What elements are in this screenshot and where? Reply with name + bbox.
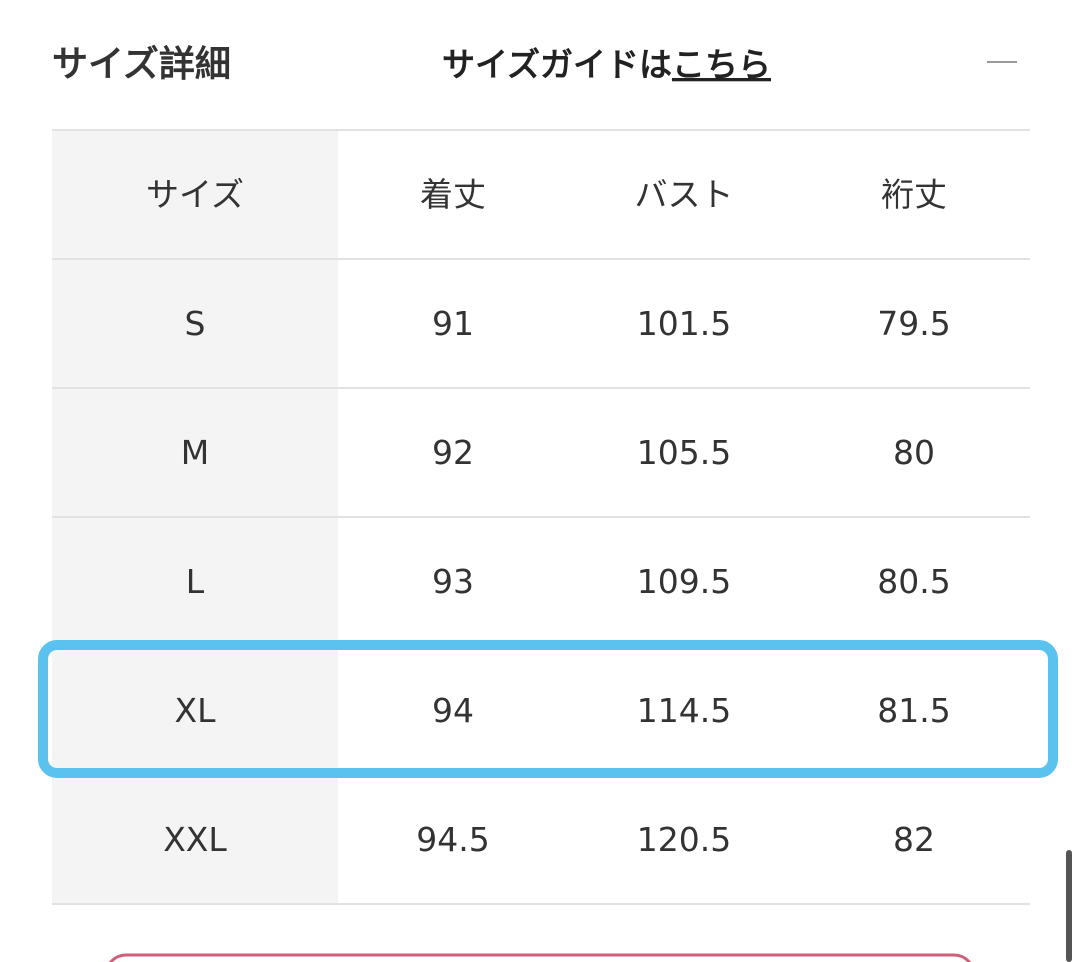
measurement: 80 [893, 433, 935, 472]
size-label: M [181, 433, 209, 472]
button-edge[interactable] [106, 953, 974, 962]
measurement: 94.5 [416, 820, 489, 859]
highlight-box [38, 640, 1058, 778]
measurement: 114.5 [637, 691, 731, 730]
measurement: 94 [432, 691, 474, 730]
size-label: S [185, 304, 206, 343]
guide-text: サイズガイドは [442, 45, 672, 84]
measurement: 92 [432, 433, 474, 472]
measurement: 81.5 [877, 691, 950, 730]
measurement: 82 [893, 820, 935, 859]
guide-line: サイズガイドはこちら [442, 45, 771, 84]
measurement: 109.5 [637, 562, 731, 601]
measurement: 79.5 [877, 304, 950, 343]
size-label: L [186, 562, 205, 601]
scrollbar [1066, 850, 1072, 962]
guide-link[interactable]: こちら [672, 45, 771, 84]
section-title: サイズ詳細 [52, 43, 231, 85]
size-table: サイズ 着丈 バスト 裄丈 S 91 101.5 79.5 M 92 105.5 80 L 93 109.5… [52, 129, 1030, 905]
column-header: 裄丈 [881, 175, 947, 214]
column-header: サイズ [146, 175, 244, 214]
size-label: XL [175, 691, 217, 730]
column-header: バスト [635, 175, 734, 214]
measurement: 80.5 [877, 562, 950, 601]
measurement: 93 [432, 562, 474, 601]
measurement: 101.5 [637, 304, 731, 343]
measurement: 120.5 [637, 820, 731, 859]
size-label: XXL [163, 820, 227, 859]
measurement: 105.5 [637, 433, 731, 472]
column-header: 着丈 [420, 175, 486, 214]
measurement: 91 [432, 304, 474, 343]
